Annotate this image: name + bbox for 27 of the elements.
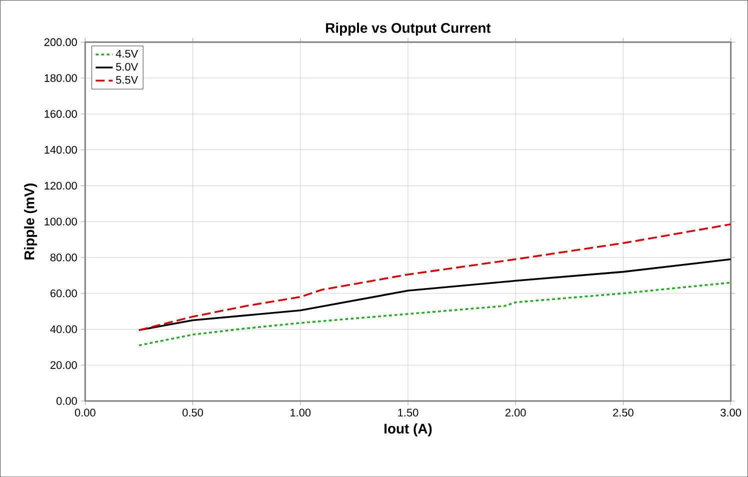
x-axis-title: Iout (A) xyxy=(384,423,432,436)
line-series xyxy=(138,258,731,331)
x-tick-label: 1.50 xyxy=(398,408,418,416)
y-tick-label: 0.00 xyxy=(56,397,77,405)
y-tick-label: 200.00 xyxy=(44,38,77,46)
legend-label: 4.5V xyxy=(116,50,138,58)
y-tick-label: 140.00 xyxy=(44,146,77,154)
y-tick-label: 160.00 xyxy=(44,110,77,118)
legend-label: 5.0V xyxy=(116,62,138,71)
y-tick-label: 40.00 xyxy=(50,325,77,334)
y-axis-title: Ripple (mV) xyxy=(24,183,38,260)
y-tick-label: 80.00 xyxy=(50,254,77,262)
y-tick-label: 100.00 xyxy=(44,218,77,226)
line-series xyxy=(138,223,731,331)
x-tick-label: 2.50 xyxy=(613,408,634,416)
chart-title: Ripple vs Output Current xyxy=(326,22,491,36)
x-tick-label: 0.50 xyxy=(182,408,203,416)
y-tick-label: 20.00 xyxy=(50,361,77,369)
legend-label: 5.5V xyxy=(116,76,138,84)
x-tick-label: 1.00 xyxy=(290,408,311,416)
y-tick-label: 60.00 xyxy=(50,289,77,298)
x-tick-label: 3.00 xyxy=(720,408,742,416)
y-tick-label: 120.00 xyxy=(44,182,77,190)
x-tick-label: 2.00 xyxy=(505,408,526,416)
x-tick-label: 0.00 xyxy=(74,408,96,416)
y-tick-label: 180.00 xyxy=(44,74,77,82)
line-series xyxy=(138,282,731,346)
